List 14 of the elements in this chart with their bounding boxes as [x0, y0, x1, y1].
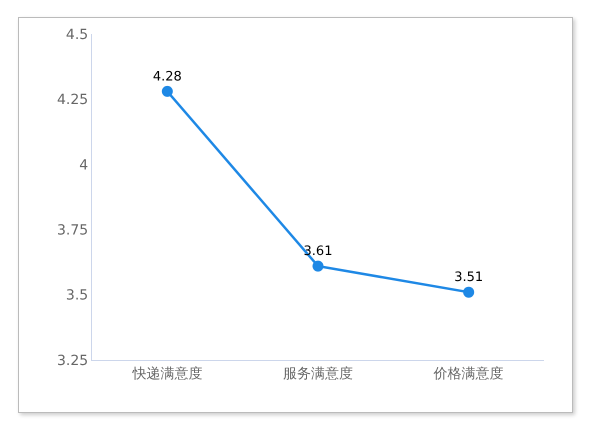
- data-label: 3.51: [454, 270, 484, 286]
- y-tick-label: 3.75: [57, 222, 88, 238]
- y-tick-label: 3.25: [57, 352, 88, 369]
- y-tick-label: 4: [79, 157, 88, 174]
- y-tick-label: 3.5: [66, 288, 88, 304]
- x-tick-label: 价格满意度: [432, 366, 504, 382]
- x-tick-label: 快递满意度: [131, 366, 202, 382]
- point: [162, 86, 173, 97]
- point: [312, 260, 324, 272]
- data-label: 4.28: [152, 69, 182, 84]
- x-tick-label: 服务满意度: [283, 366, 353, 382]
- y-tick-label: 4.25: [57, 92, 88, 108]
- point: [463, 286, 474, 298]
- y-tick-label: 4.5: [66, 26, 88, 43]
